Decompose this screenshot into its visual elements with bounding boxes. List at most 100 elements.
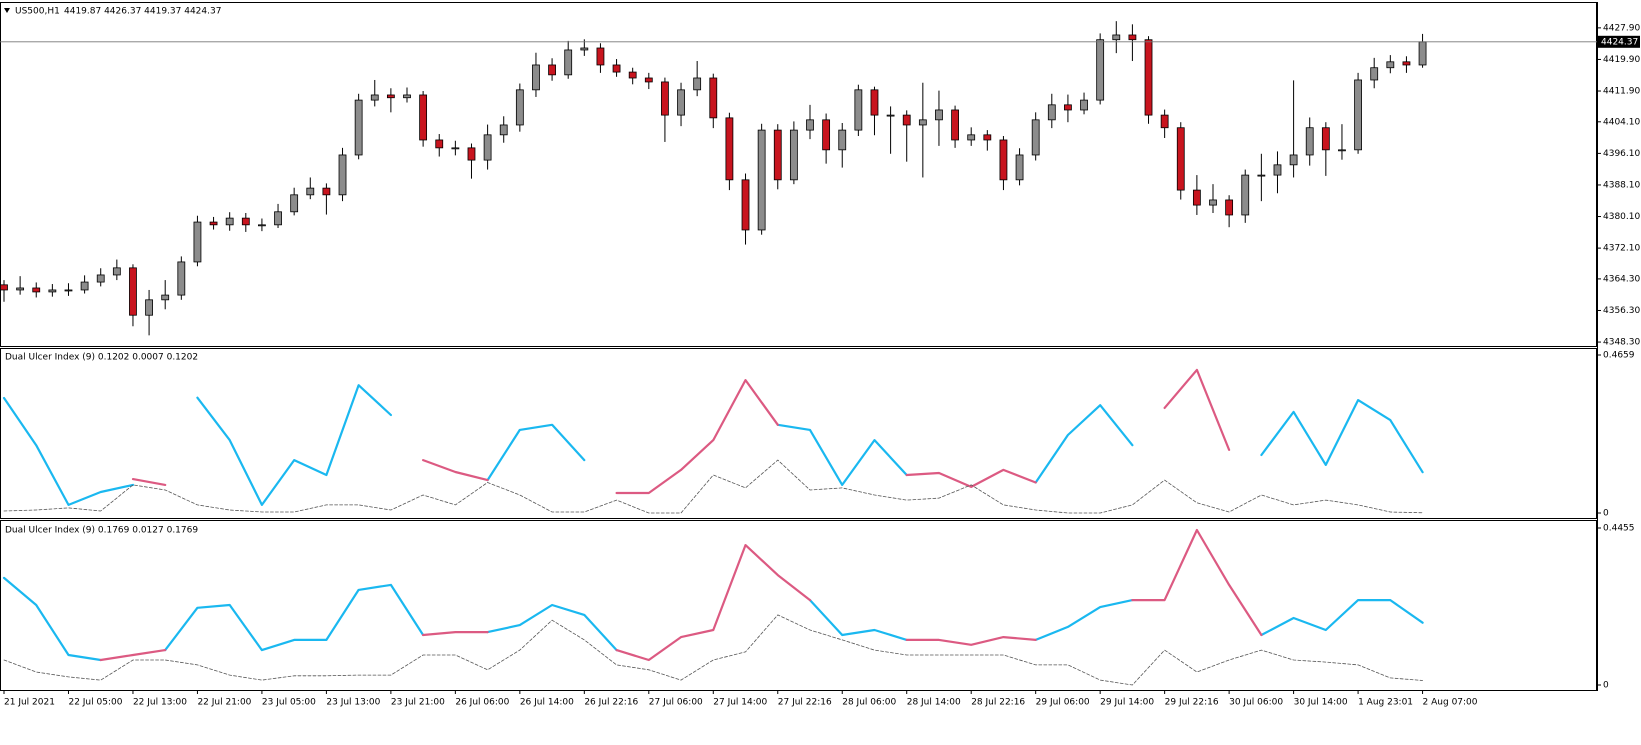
candle-body [918, 119, 927, 126]
x-tick-label: 21 Jul 2021 [4, 698, 55, 708]
indicator-line [2, 576, 1424, 662]
y-tick-label: 4372.10 [1603, 244, 1640, 254]
candle-body [886, 114, 895, 117]
y-tick-label: 0.4455 [1603, 524, 1635, 534]
candle-body [1305, 127, 1314, 156]
price-panel-frame [0, 2, 1597, 347]
candle-body [1096, 39, 1105, 101]
candle-body [935, 109, 943, 121]
indicator-panel-frame [0, 348, 1597, 519]
y-tick-label: 4404.10 [1603, 117, 1640, 127]
candle-body [145, 299, 153, 316]
candle-body [1257, 174, 1266, 177]
candle-body [338, 154, 347, 196]
x-tick-label: 27 Jul 22:16 [778, 698, 832, 708]
candle-body [967, 134, 976, 141]
candle-body [435, 139, 444, 149]
candle-body [1418, 41, 1427, 66]
candle-body [1176, 127, 1185, 191]
x-tick-label: 22 Jul 21:00 [197, 698, 251, 708]
x-tick-label: 1 Aug 23:01 [1358, 698, 1413, 708]
y-tick-label: 4364.30 [1603, 274, 1640, 284]
candle-body [1144, 39, 1153, 116]
indicator-line-dashed [3, 459, 1423, 514]
y-tick-label: 4396.10 [1603, 149, 1640, 159]
candle-body [499, 124, 508, 136]
candle-body [693, 77, 702, 91]
indicator-line [2, 384, 1424, 506]
candle-body [951, 109, 959, 141]
candle-body [1192, 189, 1201, 206]
y-tick-label: 4388.10 [1603, 180, 1640, 190]
y-tick-label: 0.4659 [1603, 351, 1635, 361]
y-tick-label: 4380.10 [1603, 212, 1640, 222]
candle-body [1112, 34, 1121, 41]
candle-body [999, 139, 1008, 181]
indicator-panel-frame [0, 520, 1597, 691]
y-tick-label: 4419.90 [1603, 55, 1640, 65]
x-tick-label: 23 Jul 05:00 [262, 698, 316, 708]
candle-body [1241, 174, 1250, 216]
candle-body [112, 267, 121, 276]
candle-body [1225, 199, 1234, 216]
candle-body [467, 147, 476, 161]
candle-body [1080, 99, 1088, 111]
x-tick-label: 22 Jul 05:00 [68, 698, 122, 708]
candle-body [64, 289, 73, 292]
chart-title: US500,H1 [15, 7, 60, 17]
x-tick-label: 28 Jul 22:16 [971, 698, 1025, 708]
x-tick-label: 29 Jul 14:00 [1100, 698, 1154, 708]
candle-body [1128, 34, 1137, 41]
candle-body [677, 89, 685, 116]
collapse-arrow [4, 8, 10, 13]
indicator-line-dashed [3, 614, 1423, 686]
candle-body [596, 47, 605, 66]
candle-body [96, 274, 105, 283]
y-tick-label: 4427.90 [1603, 23, 1640, 33]
candle-body [757, 129, 766, 231]
candle-body [548, 64, 556, 76]
candle-body [870, 89, 879, 116]
candle-body [515, 89, 524, 126]
candle-body [1209, 199, 1217, 206]
candle-body [80, 281, 89, 291]
current-price-label: 4424.37 [1601, 37, 1638, 47]
candle-body [209, 221, 218, 226]
candle-body [193, 221, 202, 263]
candle-body [564, 49, 573, 76]
candle-body [741, 179, 750, 231]
x-tick-label: 29 Jul 22:16 [1165, 698, 1219, 708]
candle-body [1289, 154, 1298, 166]
candle-body [258, 224, 266, 227]
candle-body [1047, 104, 1056, 121]
x-tick-label: 26 Jul 14:00 [520, 698, 574, 708]
candle-body [322, 187, 331, 196]
candle-body [354, 99, 363, 156]
candle-body [403, 94, 411, 99]
candle-body [1386, 61, 1395, 69]
candle-body [822, 119, 831, 151]
candle-body [290, 194, 299, 213]
y-tick-label: 4411.90 [1603, 87, 1640, 97]
candle-body [1031, 119, 1040, 156]
candle-body [48, 289, 57, 293]
indicator-title: Dual Ulcer Index (9) 0.1769 0.0127 0.176… [5, 526, 198, 536]
candle-body [838, 129, 847, 151]
candle-body [806, 119, 814, 131]
candle-body [612, 64, 621, 73]
candle-body [1321, 127, 1330, 151]
indicator-line [131, 368, 1231, 495]
x-tick-label: 23 Jul 21:00 [391, 698, 445, 708]
candle-body [1273, 164, 1282, 176]
x-tick-label: 30 Jul 14:00 [1294, 698, 1348, 708]
candle-body [532, 64, 540, 91]
candle-body [306, 187, 315, 196]
x-tick-label: 28 Jul 14:00 [907, 698, 961, 708]
candle-body [902, 114, 911, 126]
candle-body [661, 81, 669, 116]
x-tick-label: 23 Jul 13:00 [326, 698, 380, 708]
x-tick-label: 27 Jul 14:00 [713, 698, 767, 708]
candle-body [16, 287, 25, 291]
